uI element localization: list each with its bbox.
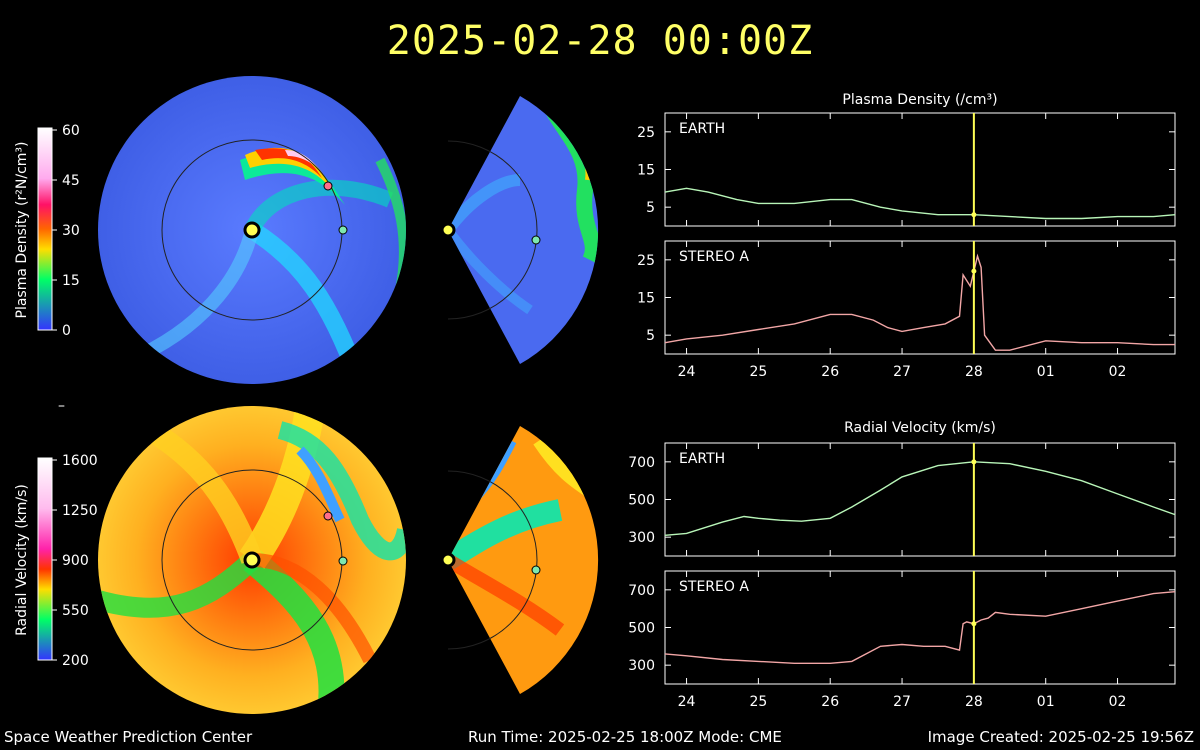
density-earth-ytick-label: 15 [637,163,655,179]
velocity-colorbar-label: Radial Velocity (km/s) [14,484,30,636]
velocity-stereo-a-xtick-label: 24 [678,694,696,710]
velocity-stereo-a-current-point [971,621,977,627]
density-earth-label: EARTH [679,121,725,137]
velocity-colorbar-tick-label: 550 [62,603,89,619]
density-stereo-a-xtick-label: 02 [1109,364,1127,380]
velocity-ecliptic-disk [98,406,406,714]
velocity-stereo-a-ytick-label: 500 [628,621,655,637]
density-colorbar-tick-label: 45 [62,173,80,189]
density-earth-ytick-label: 25 [637,125,655,141]
density-meridional-wedge [440,96,599,364]
stereo-a-marker [323,181,333,191]
density-stereo-a-current-point [971,268,977,274]
density-earth-frame [664,112,1176,227]
density-stereo-a-ytick-label: 25 [637,253,655,269]
density-colorbar-tick-label: 30 [62,223,80,239]
density-colorbar: Plasma Density (r²N/cm³) 60 45 30 15 0 [14,123,80,339]
density-earth-ytick-label: 5 [646,200,655,216]
separator-dash: – [58,398,65,414]
velocity-colorbar-tick-label: 200 [62,653,89,669]
velocity-stereo-a-ytick-label: 300 [628,658,655,674]
density-earth-current-point [971,212,977,218]
velocity-stereo-a-xtick-label: 27 [893,694,911,710]
sun-marker [243,221,261,239]
velocity-colorbar-tick-label: 1600 [62,453,98,469]
velocity-earth-ytick-label: 700 [628,455,655,471]
density-colorbar-tick-label: 60 [62,123,80,139]
velocity-stereo-a-xtick-label: 28 [965,694,983,710]
earth-marker [338,225,348,235]
velocity-earth-current-point [971,459,977,465]
velocity-stereo-a-series-line [664,591,1176,664]
velocity-panel-title: Radial Velocity (km/s) [844,420,996,436]
velocity-colorbar-tick-label: 900 [62,553,89,569]
velocity-earth-label: EARTH [679,451,725,467]
density-stereo-a-xtick-label: 24 [678,364,696,380]
density-colorbar-tick-label: 0 [62,323,71,339]
velocity-earth-ytick-label: 300 [628,530,655,546]
density-stereo-a-xtick-label: 27 [893,364,911,380]
density-stereo-a-series-line [664,253,1175,351]
density-stereo-a-ytick-label: 15 [637,291,655,307]
velocity-earth-series-line [664,461,1176,536]
footer-run-info: Run Time: 2025-02-25 18:00Z Mode: CME [468,728,782,746]
density-stereo-a-xtick-label: 26 [821,364,839,380]
velocity-stereo-a-label: STEREO A [679,579,749,595]
velocity-earth-ytick-label: 500 [628,493,655,509]
density-colorbar-label: Plasma Density (r²N/cm³) [14,142,30,319]
velocity-colorbar: Radial Velocity (km/s) 1600 1250 900 550 200 [14,453,98,669]
velocity-stereo-a-ytick-label: 700 [628,583,655,599]
velocity-stereo-a-xtick-label: 02 [1109,694,1127,710]
density-ecliptic-disk [98,76,406,384]
velocity-stereo-a-xtick-label: 26 [821,694,839,710]
density-stereo-a-label: STEREO A [679,249,749,265]
velocity-stereo-a-xtick-label: 01 [1037,694,1055,710]
density-stereo-a-ytick-label: 5 [646,328,655,344]
velocity-earth-frame [664,442,1176,557]
density-stereo-a-xtick-label: 28 [965,364,983,380]
velocity-stereo-a-xtick-label: 25 [749,694,767,710]
footer-credit: Space Weather Prediction Center [4,728,253,746]
density-stereo-a-xtick-label: 01 [1037,364,1055,380]
footer-created: Image Created: 2025-02-25 19:56Z [927,728,1194,746]
density-earth-series-line [664,187,1176,220]
density-panel-title: Plasma Density (/cm³) [842,92,997,108]
velocity-meridional-wedge [440,426,599,694]
density-stereo-a-xtick-label: 25 [749,364,767,380]
time-series-plots: 25 15 5 EARTH 25 15 5 STEREO A 24 25 26 27 28 01 02 700… [628,112,1176,710]
density-colorbar-tick-label: 15 [62,273,80,289]
forecast-timestamp: 2025-02-28 00:00Z [386,18,814,64]
velocity-colorbar-tick-label: 1250 [62,503,98,519]
